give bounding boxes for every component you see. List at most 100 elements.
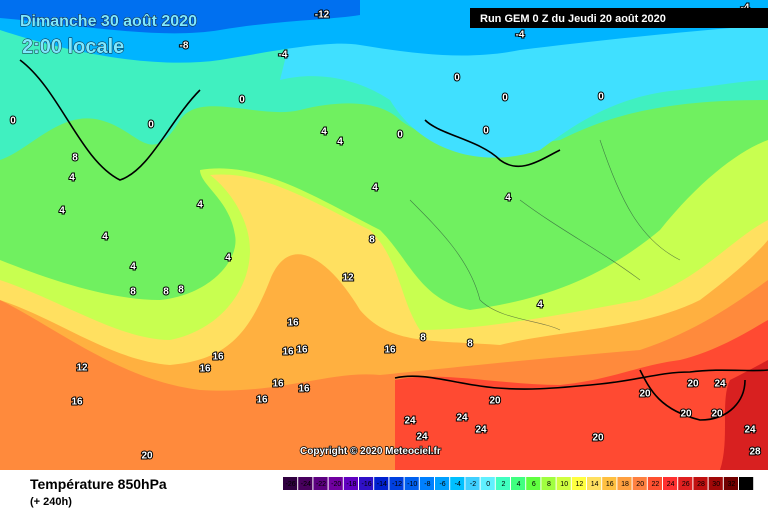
legend-swatch: [678, 477, 693, 490]
contour-label: 4: [130, 262, 136, 273]
legend-swatch: [526, 477, 541, 490]
date-label: Dimanche 30 août 2020: [20, 13, 197, 30]
legend-swatch: [404, 477, 419, 490]
legend-swatch: [663, 477, 678, 490]
contour-label: 0: [148, 120, 154, 131]
legend-swatch: [480, 477, 495, 490]
legend-label: 8: [547, 481, 551, 488]
legend-label: 16: [606, 481, 614, 488]
legend-label: -20: [331, 481, 341, 488]
contour-label: 20: [639, 389, 651, 400]
contour-label: 8: [72, 153, 78, 164]
legend-swatch: [435, 477, 450, 490]
color-legend: -26 -24 -22 -20 -18 -16 -14 -12 -10 -8 -6 -4 -2 0 2 4 6 8…: [283, 477, 754, 490]
legend-label: 4: [517, 481, 521, 488]
contour-label: 20: [489, 396, 501, 407]
contour-label: 20: [711, 409, 723, 420]
legend-swatch: [511, 477, 526, 490]
footer-title: Température 850hPa: [30, 476, 167, 492]
legend-swatch: [739, 477, 754, 490]
contour-label: 4: [537, 300, 543, 311]
contour-label: 8: [178, 285, 184, 296]
contour-label: 4: [197, 200, 203, 211]
coastlines: [19, 59, 768, 421]
contour-label: 24: [744, 425, 756, 436]
legend-label: -14: [377, 481, 387, 488]
contour-label: 0: [239, 95, 245, 106]
contour-label: -12: [315, 10, 330, 21]
legend-label: -18: [346, 481, 356, 488]
contour-label: 24: [456, 413, 468, 424]
legend-label: 18: [621, 481, 629, 488]
contour-label: 20: [687, 379, 699, 390]
copyright: Copyright © 2020 Meteociel.fr: [300, 446, 441, 457]
legend-swatch: [450, 477, 465, 490]
legend-label: 24: [667, 481, 675, 488]
time-label: 2:00 locale: [22, 36, 124, 58]
legend-swatch: [419, 477, 434, 490]
legend-label: -24: [301, 481, 311, 488]
legend-label: 10: [560, 481, 568, 488]
contour-label: 8: [467, 339, 473, 350]
contour-label: 0: [598, 92, 604, 103]
footer-lead: (+ 240h): [30, 496, 72, 508]
contour-label: 20: [680, 409, 692, 420]
legend-swatch: [647, 477, 662, 490]
legend-swatch: [359, 477, 374, 490]
contour-label: 0: [483, 126, 489, 137]
legend-label: 32: [728, 481, 736, 488]
legend-swatch: [602, 477, 617, 490]
contour-label: 0: [397, 130, 403, 141]
legend-swatch: [723, 477, 738, 490]
run-label: Run GEM 0 Z du Jeudi 20 août 2020: [480, 13, 666, 25]
contour-label: 0: [10, 116, 16, 127]
contour-label: 16: [71, 397, 83, 408]
contour-label: 8: [163, 287, 169, 298]
contour-label: 24: [475, 425, 487, 436]
legend-label: 28: [697, 481, 705, 488]
contour-label: 24: [416, 432, 428, 443]
contour-label: 4: [69, 173, 75, 184]
legend-label: -6: [439, 481, 445, 488]
contour-label: -8: [180, 41, 189, 52]
legend-label: 20: [636, 481, 644, 488]
norway-coast: [424, 119, 561, 168]
contour-label: 28: [749, 447, 761, 458]
legend-swatch: [693, 477, 708, 490]
legend-swatch: [298, 477, 313, 490]
legend-swatch: [465, 477, 480, 490]
contour-label: 24: [714, 379, 726, 390]
contour-label: 16: [199, 364, 211, 375]
legend-label: 26: [682, 481, 690, 488]
legend-label: 12: [576, 481, 584, 488]
run-box: [470, 8, 768, 28]
legend-swatch: [556, 477, 571, 490]
contour-label: 16: [287, 318, 299, 329]
borders: [409, 139, 681, 331]
legend-swatch: [587, 477, 602, 490]
legend-swatch: [283, 477, 298, 490]
legend-swatch: [571, 477, 586, 490]
legend-label: -8: [424, 481, 430, 488]
contour-label: 12: [76, 363, 88, 374]
contour-label: 16: [256, 395, 268, 406]
contour-label: 4: [337, 137, 343, 148]
legend-swatch: [343, 477, 358, 490]
legend-label: 34: [743, 481, 751, 488]
contour-label: 4: [225, 253, 231, 264]
field-minus-8: [0, 0, 360, 34]
field-24: [395, 320, 768, 470]
legend-swatch: [541, 477, 556, 490]
contour-label: 8: [130, 287, 136, 298]
contour-label: 4: [505, 193, 511, 204]
legend-label: -22: [316, 481, 326, 488]
contour-label: 4: [321, 127, 327, 138]
contour-label: 4: [59, 206, 65, 217]
contour-label: 12: [342, 273, 354, 284]
legend-label: -10: [407, 481, 417, 488]
contour-label: 8: [369, 235, 375, 246]
field-28: [720, 360, 768, 470]
legend-swatch: [389, 477, 404, 490]
contour-label: 16: [384, 345, 396, 356]
legend-swatch: [313, 477, 328, 490]
